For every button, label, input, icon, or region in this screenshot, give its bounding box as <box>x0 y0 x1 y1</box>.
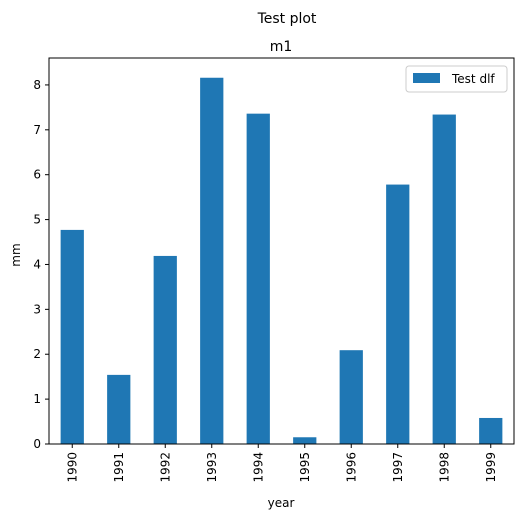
bar-1990 <box>60 229 84 444</box>
legend-swatch <box>413 73 440 83</box>
plot-area-frame <box>48 57 515 445</box>
y-tick-label: 5 <box>33 213 41 227</box>
x-tick-label: 1993 <box>205 452 219 483</box>
x-tick-label: 1998 <box>437 452 451 483</box>
bar-1992 <box>153 255 177 444</box>
figure-suptitle: Test plot <box>257 11 317 27</box>
y-tick-label: 3 <box>33 302 41 316</box>
legend: Test dlf <box>405 65 508 93</box>
y-tick-label: 2 <box>33 347 41 361</box>
x-tick-label: 1996 <box>344 452 358 483</box>
bar-1994 <box>246 113 270 444</box>
y-tick-label: 8 <box>33 78 41 92</box>
bars-group <box>60 77 503 445</box>
legend-label: Test dlf <box>451 72 495 86</box>
y-tick-label: 1 <box>33 392 41 406</box>
x-tick-label: 1997 <box>391 452 405 483</box>
bar-1993 <box>200 77 224 444</box>
bar-1995 <box>293 437 317 444</box>
x-tick-label: 1999 <box>484 452 498 483</box>
x-axis-label: year <box>268 496 295 510</box>
x-tick-label: 1991 <box>112 452 126 483</box>
y-tick-label: 6 <box>33 168 41 182</box>
bar-1999 <box>479 417 503 444</box>
x-tick-label: 1994 <box>251 452 265 483</box>
y-tick-label: 4 <box>33 257 41 271</box>
bar-1997 <box>386 184 410 445</box>
x-tick-label: 1992 <box>158 452 172 483</box>
x-tick-label: 1990 <box>65 452 79 483</box>
x-tick-label: 1995 <box>298 452 312 483</box>
ticks-group: 1990 1991 1992 1993 1994 1995 1996 1997 1998 1999… <box>33 78 497 483</box>
y-tick-label: 7 <box>33 123 41 137</box>
legend-frame <box>405 65 508 93</box>
bar-1998 <box>432 114 456 444</box>
y-tick-label: 0 <box>33 437 41 451</box>
axes-title: m1 <box>270 39 293 55</box>
y-axis-label: mm <box>9 243 23 266</box>
bar-1991 <box>107 374 131 444</box>
bar-1996 <box>339 350 363 444</box>
